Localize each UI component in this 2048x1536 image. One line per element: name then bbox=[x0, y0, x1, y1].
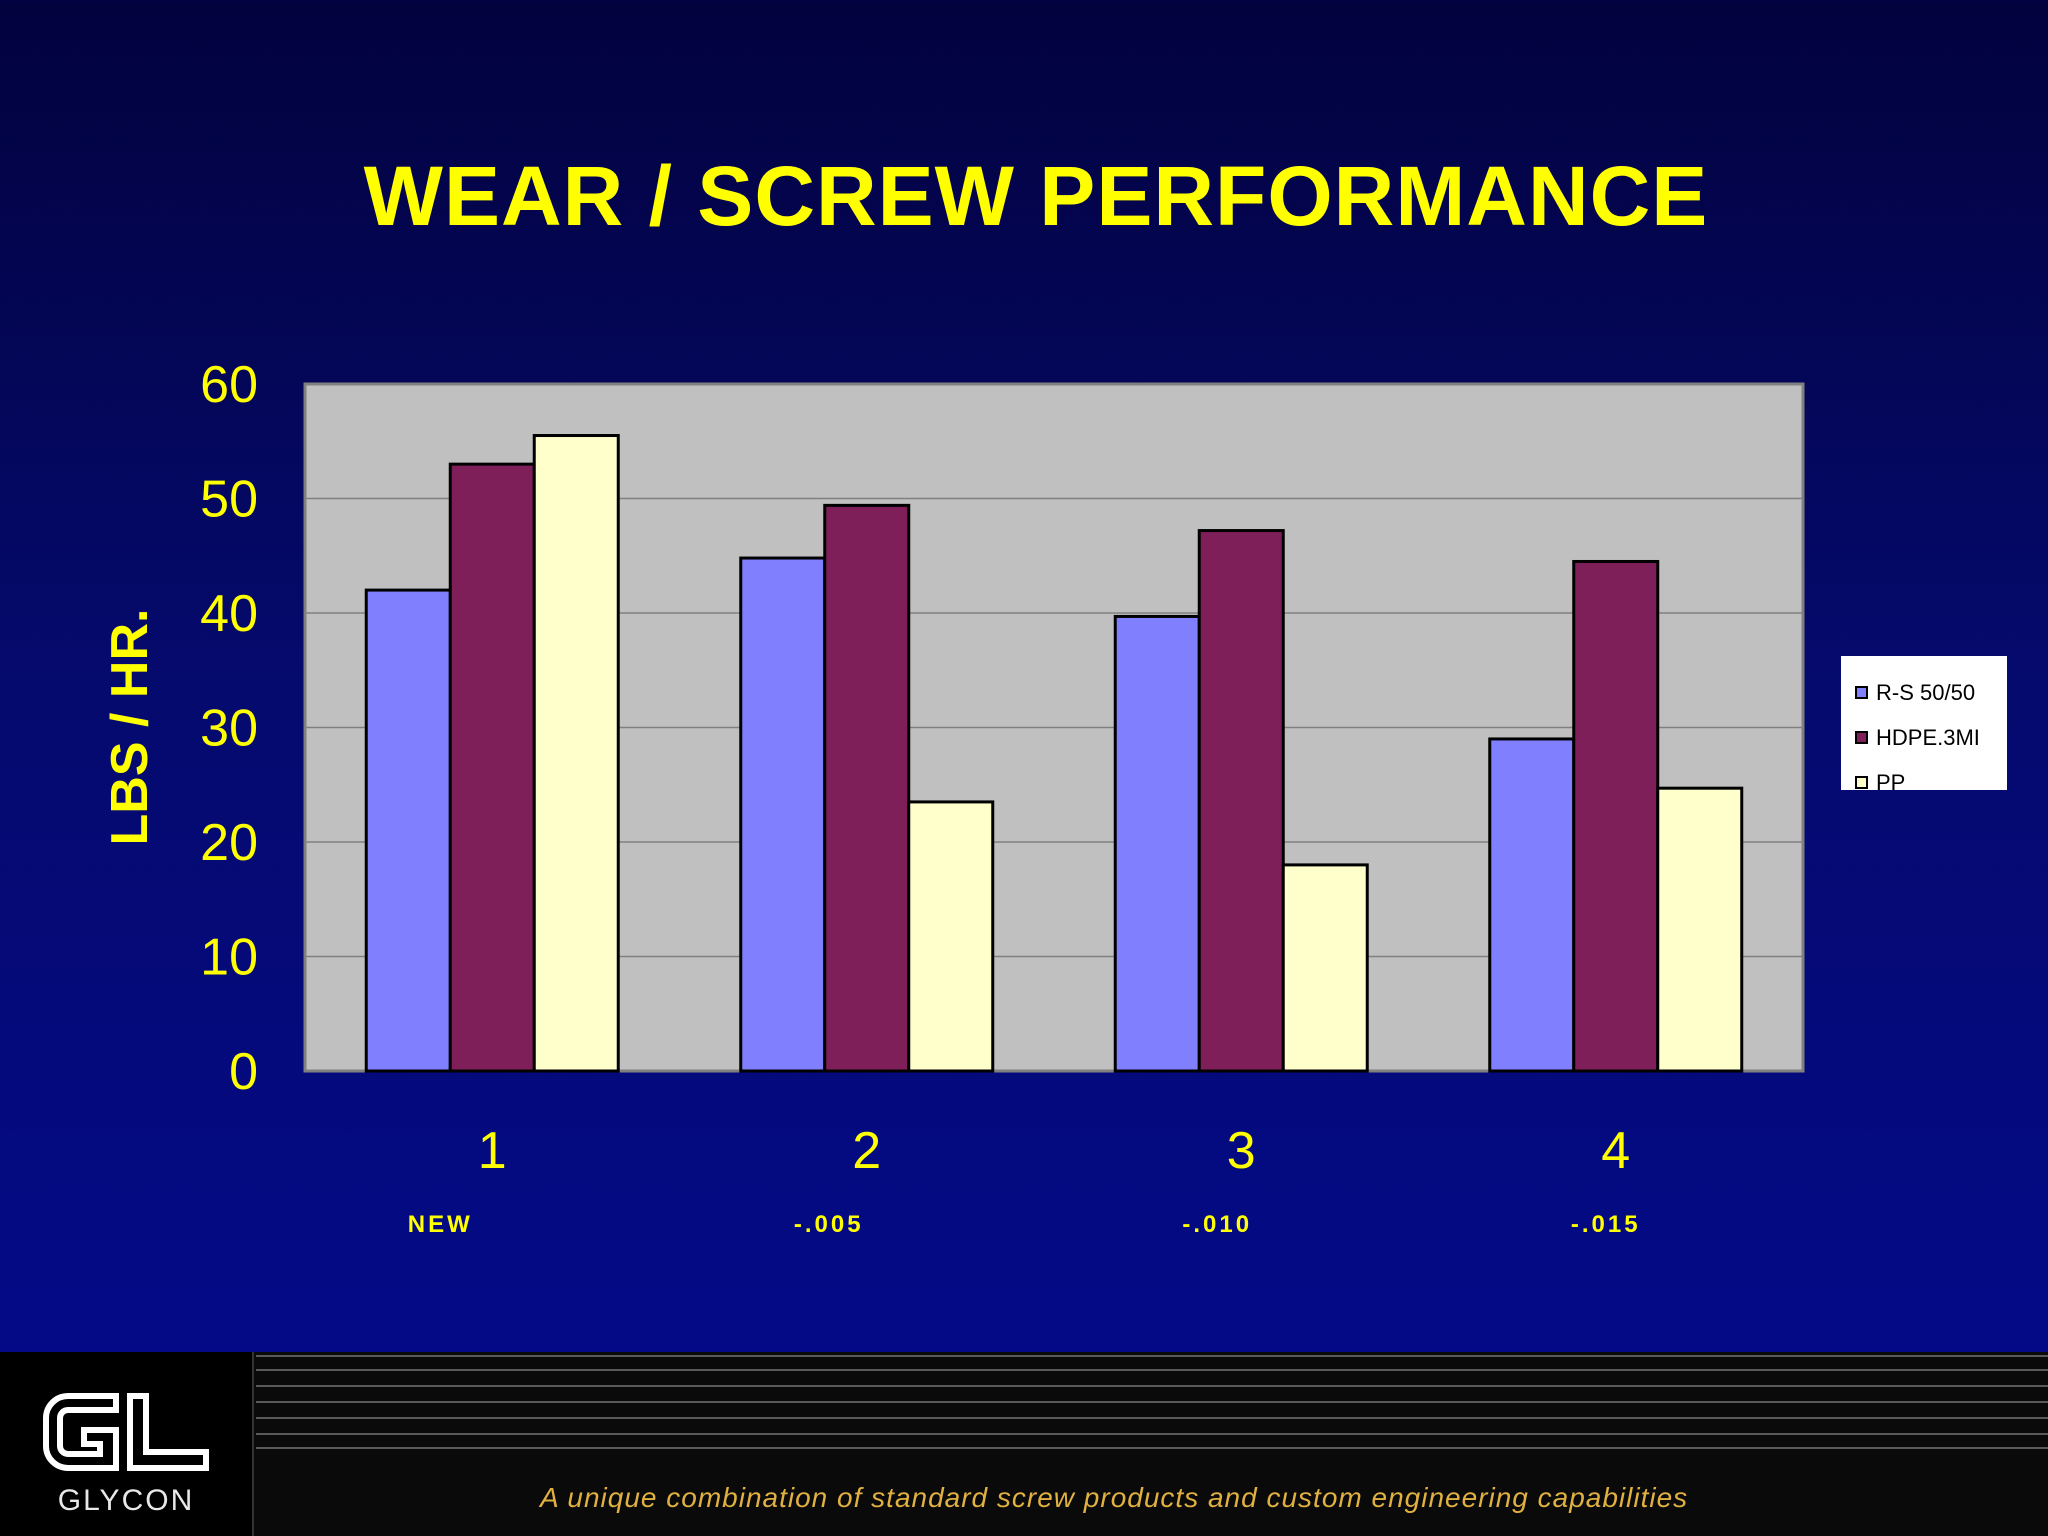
y-tick-label: 50 bbox=[200, 471, 258, 529]
logo-text: GLYCON bbox=[57, 1484, 195, 1517]
x-tick-label: 2 bbox=[852, 1122, 881, 1180]
y-tick-label: 30 bbox=[200, 700, 258, 758]
x-tick-label: 4 bbox=[1601, 1122, 1630, 1180]
x-sublabel: -.010 bbox=[1182, 1211, 1252, 1238]
bar bbox=[364, 588, 452, 1073]
slide-title: WEAR / SCREW PERFORMANCE bbox=[363, 149, 1709, 243]
x-tick-label: 1 bbox=[478, 1122, 507, 1180]
y-tick-label: 10 bbox=[200, 929, 258, 987]
x-sublabel: NEW bbox=[408, 1211, 473, 1238]
legend-item: R-S 50/50 bbox=[1855, 670, 2007, 715]
footer-tagline: A unique combination of standard screw p… bbox=[540, 1482, 1689, 1513]
bar bbox=[1197, 529, 1285, 1073]
bar bbox=[823, 503, 911, 1073]
legend-label: PP bbox=[1876, 769, 1906, 795]
legend-item: HDPE.3MI bbox=[1855, 715, 2007, 760]
legend-label: R-S 50/50 bbox=[1876, 679, 1976, 705]
legend-swatch bbox=[1855, 776, 1868, 789]
x-sublabel: -.005 bbox=[794, 1211, 864, 1238]
bar bbox=[1113, 614, 1201, 1073]
y-tick-label: 60 bbox=[200, 356, 258, 414]
bar bbox=[907, 800, 995, 1073]
footer-bar: GLYCON A unique combination of standard … bbox=[0, 1352, 2048, 1536]
bar bbox=[448, 462, 536, 1073]
legend-swatch bbox=[1855, 686, 1868, 699]
y-tick-label: 20 bbox=[200, 814, 258, 872]
bar bbox=[1488, 737, 1576, 1073]
x-sublabel: -.015 bbox=[1571, 1211, 1641, 1238]
y-tick-label: 0 bbox=[229, 1043, 258, 1101]
bar bbox=[739, 556, 827, 1073]
legend-swatch bbox=[1855, 731, 1868, 744]
glycon-logo-icon bbox=[43, 1393, 209, 1471]
legend-item: PP bbox=[1855, 760, 2007, 805]
bar bbox=[532, 434, 620, 1073]
footer-decorative-lines bbox=[256, 1355, 2048, 1449]
bar-chart: 0 10 20 30 40 50 60 1 NEW 2 -.005 3 -.010 4 -.015 bbox=[200, 356, 1805, 1238]
bar bbox=[1656, 786, 1744, 1073]
y-tick-label: 40 bbox=[200, 585, 258, 643]
logo-panel: GLYCON bbox=[0, 1352, 254, 1536]
x-tick-label: 3 bbox=[1227, 1122, 1256, 1180]
bar bbox=[1572, 559, 1660, 1073]
legend-label: HDPE.3MI bbox=[1876, 724, 1980, 750]
chart-legend: R-S 50/50 HDPE.3MI PP bbox=[1841, 656, 2007, 795]
bar bbox=[1281, 863, 1369, 1073]
